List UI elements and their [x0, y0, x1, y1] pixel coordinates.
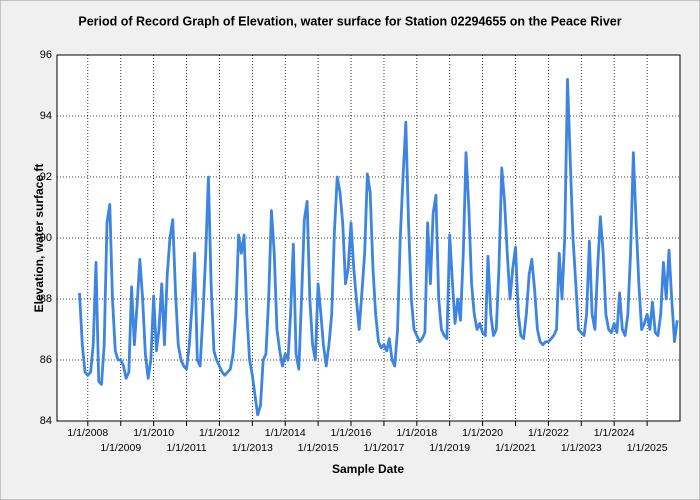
x-tick-label: 1/1/2018 [396, 427, 437, 439]
x-tick-label: 1/1/2020 [462, 427, 503, 439]
x-tick-label: 1/1/2011 [166, 442, 206, 454]
x-tick-label: 1/1/2022 [528, 427, 569, 439]
y-tick-label: 86 [40, 354, 52, 366]
y-tick-label: 88 [40, 293, 52, 305]
y-axis-label: Elevation, water surface ft [32, 164, 46, 313]
x-tick-label: 1/1/2015 [298, 442, 339, 454]
x-axis-label: Sample Date [332, 462, 404, 476]
x-tick-label: 1/1/2008 [67, 427, 108, 439]
x-tick-label: 1/1/2021 [495, 442, 536, 454]
chart-title: Period of Record Graph of Elevation, wat… [78, 14, 621, 28]
y-tick-label: 96 [40, 49, 52, 61]
x-tick-label: 1/1/2013 [232, 442, 273, 454]
y-tick-label: 90 [40, 232, 52, 244]
x-tick-label: 1/1/2019 [429, 442, 470, 454]
y-tick-label: 84 [40, 415, 52, 427]
x-tick-label: 1/1/2017 [364, 442, 405, 454]
x-tick-label: 1/1/2023 [561, 442, 602, 454]
y-tick-label: 94 [40, 110, 52, 122]
x-tick-label: 1/1/2012 [199, 427, 240, 439]
x-tick-label: 1/1/2009 [100, 442, 141, 454]
x-tick-label: 1/1/2024 [594, 427, 635, 439]
x-tick-label: 1/1/2010 [133, 427, 174, 439]
x-tick-label: 1/1/2025 [627, 442, 668, 454]
y-tick-label: 92 [40, 171, 52, 183]
data-line [78, 78, 679, 417]
x-tick-label: 1/1/2016 [331, 427, 372, 439]
x-tick-label: 1/1/2014 [265, 427, 306, 439]
